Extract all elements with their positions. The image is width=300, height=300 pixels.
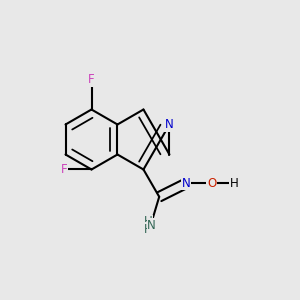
Text: O: O: [207, 177, 216, 190]
Text: H: H: [144, 223, 153, 236]
Text: N: N: [165, 118, 174, 131]
Text: N: N: [182, 177, 190, 190]
Text: N: N: [147, 219, 156, 232]
Text: F: F: [61, 163, 68, 176]
Text: H: H: [144, 215, 153, 228]
Text: F: F: [88, 73, 95, 86]
Text: H: H: [230, 177, 239, 190]
